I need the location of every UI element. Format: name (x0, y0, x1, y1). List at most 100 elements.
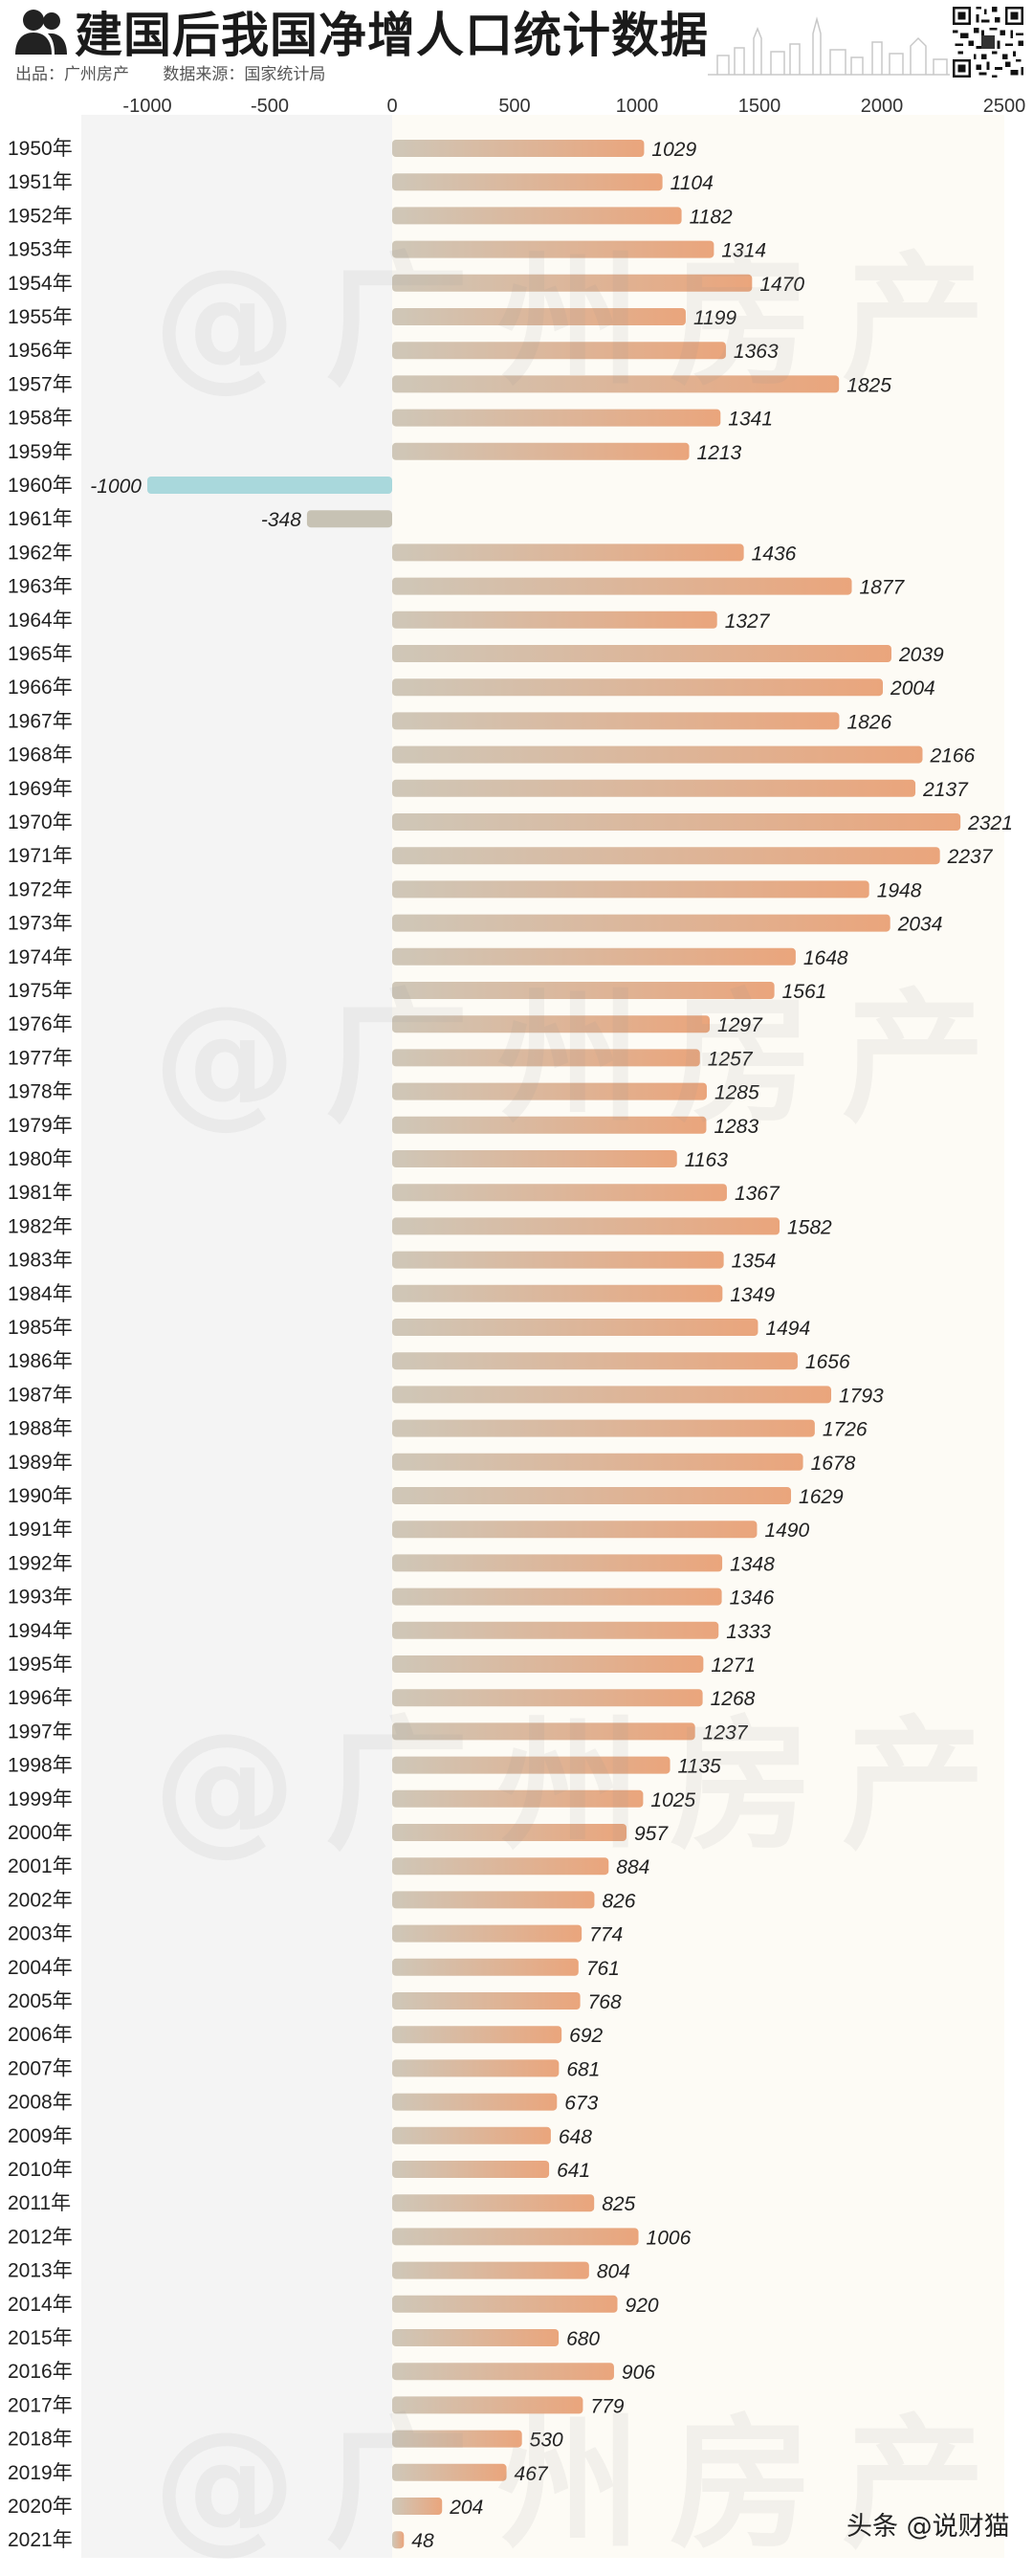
value-label: 779 (590, 2395, 624, 2417)
category-label: 1971年 (8, 845, 73, 867)
value-label: 1327 (725, 611, 771, 633)
bar (392, 1891, 595, 1909)
value-label: 2237 (947, 846, 994, 868)
bar (392, 1251, 724, 1269)
category-label: 1989年 (8, 1452, 73, 1474)
value-label: 680 (566, 2328, 600, 2350)
category-label: 1995年 (8, 1654, 73, 1676)
bar (392, 577, 852, 595)
bar (392, 1487, 792, 1504)
bar (392, 2531, 405, 2549)
value-label: 1257 (708, 1048, 754, 1070)
category-label: 1969年 (8, 778, 73, 800)
value-label: 1163 (685, 1149, 728, 1171)
value-label: 1314 (721, 240, 766, 262)
category-label: 1966年 (8, 677, 73, 699)
publisher-label: 出品：广州房产 (15, 65, 129, 84)
bar (392, 1521, 758, 1539)
value-label: -348 (261, 509, 301, 531)
bar (392, 2396, 583, 2414)
category-label: 1982年 (8, 1215, 73, 1237)
bar (392, 274, 753, 292)
bar (392, 745, 923, 764)
bar (392, 1116, 707, 1134)
bar (392, 1319, 758, 1336)
value-label: 204 (449, 2497, 483, 2519)
category-label: 2006年 (8, 2024, 73, 2046)
bar (392, 173, 663, 191)
value-label: 1025 (650, 1789, 695, 1811)
bar (392, 880, 869, 899)
category-label: 2015年 (8, 2327, 73, 2349)
category-label: 2016年 (8, 2361, 73, 2383)
bar (392, 409, 721, 427)
bar (392, 678, 884, 697)
value-label: 804 (597, 2261, 630, 2283)
category-label: 1979年 (8, 1115, 73, 1137)
category-label: 1981年 (8, 1182, 73, 1204)
category-label: 2008年 (8, 2092, 73, 2114)
bar (392, 1352, 798, 1370)
value-label: 1285 (714, 1082, 759, 1104)
bar (392, 240, 714, 258)
category-label: 1956年 (8, 340, 73, 362)
category-label: 2020年 (8, 2496, 73, 2518)
value-label: 920 (626, 2295, 659, 2317)
value-label: 884 (616, 1856, 649, 1878)
x-tick-label: 1000 (616, 96, 659, 117)
value-label: 1104 (670, 172, 714, 194)
source-label: 数据来源：国家统计局 (163, 65, 326, 84)
category-label: 1968年 (8, 744, 73, 766)
x-tick-label: 2000 (861, 96, 904, 117)
category-label: 1959年 (8, 441, 73, 463)
category-label: 1952年 (8, 205, 73, 227)
value-label: 1490 (764, 1520, 809, 1542)
category-label: 1993年 (8, 1587, 73, 1609)
value-label: 2166 (929, 745, 975, 767)
category-label: 1985年 (8, 1317, 73, 1339)
value-label: 1363 (734, 341, 779, 363)
value-label: 1199 (693, 307, 736, 329)
category-label: 2005年 (8, 1990, 73, 2012)
bar (392, 847, 940, 865)
category-label: 2004年 (8, 1957, 73, 1979)
category-label: 1974年 (8, 946, 73, 968)
value-label: 681 (566, 2058, 600, 2080)
positive-region-band (392, 115, 1004, 2558)
value-label: 1237 (703, 1721, 749, 1743)
bar (392, 1756, 670, 1774)
category-label: 2009年 (8, 2125, 73, 2147)
bar (392, 140, 645, 157)
value-label: 1678 (811, 1453, 856, 1475)
value-label: 1826 (846, 711, 891, 733)
bar (392, 1184, 727, 1202)
category-label: 2019年 (8, 2462, 73, 2484)
category-label: 2012年 (8, 2226, 73, 2248)
bar (392, 1689, 703, 1707)
bar (147, 477, 392, 494)
category-label: 1972年 (8, 878, 73, 900)
bar (392, 2161, 550, 2178)
category-label: 1991年 (8, 1519, 73, 1541)
category-label: 1962年 (8, 542, 73, 564)
brand-label: 头条 @说财猫 (846, 2512, 1010, 2542)
bar (392, 645, 891, 662)
x-tick-label: 2500 (983, 96, 1026, 117)
bar (392, 947, 796, 966)
bar (392, 1419, 815, 1437)
bar (392, 1284, 723, 1302)
value-label: 1877 (860, 577, 906, 599)
x-tick-label: 500 (498, 96, 530, 117)
category-label: 1987年 (8, 1384, 73, 1406)
value-label: 761 (586, 1958, 620, 1980)
bar (392, 1015, 711, 1033)
bar (392, 2261, 589, 2279)
category-label: 1976年 (8, 1013, 73, 1035)
bar (392, 2194, 595, 2212)
bar (392, 2093, 558, 2111)
bar (392, 2463, 507, 2481)
value-label: 1135 (678, 1756, 721, 1778)
value-label: 1656 (805, 1351, 850, 1373)
bar (392, 2363, 614, 2381)
value-label: 1348 (730, 1553, 775, 1575)
